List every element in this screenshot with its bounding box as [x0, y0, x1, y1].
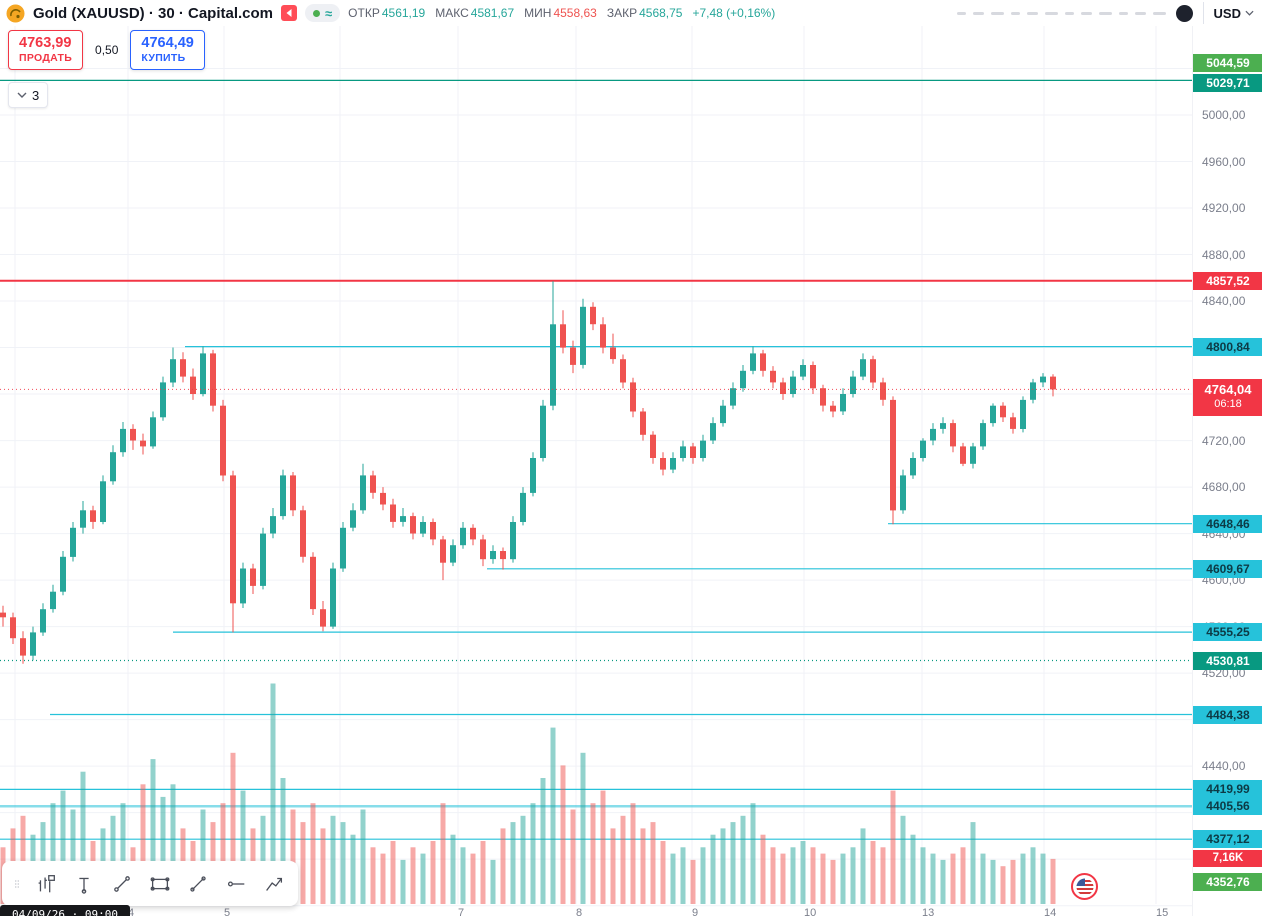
price-tick-label: 4680,00 [1202, 480, 1246, 495]
trade-widget: 4763,99 ПРОДАТЬ 0,50 4764,49 КУПИТЬ [8, 30, 205, 70]
rectangle-tool-icon [150, 876, 170, 891]
price-axis[interactable]: 5000,00 4960,00 4920,00 4880,00 4840,00 4720,… [1192, 0, 1262, 916]
low-value: 4558,63 [553, 6, 597, 20]
ohlc-readout: ОТКР 4561,19 МАКС 4581,67 МИН 4558,63 ЗАКР 4… [348, 6, 775, 20]
market-open-dot-icon [313, 9, 321, 17]
price-level-badge: 4857,52 [1193, 271, 1262, 290]
price-level-badge: 5044,59 [1193, 54, 1262, 73]
currency-selector[interactable]: USD [1202, 2, 1254, 24]
crosshair-datetime-label: 04/09/26 · 09:00 [0, 905, 130, 916]
price-tick-label: 4440,00 [1202, 759, 1246, 774]
drag-dots-icon [15, 879, 19, 888]
open-value: 4561,19 [381, 6, 426, 20]
tool-rectangle[interactable] [142, 866, 178, 902]
spread-value: 0,50 [95, 43, 119, 57]
tool-trend-line[interactable] [104, 866, 140, 902]
horizontal-ray-icon [227, 881, 245, 886]
tool-polyline-arrow[interactable] [256, 866, 292, 902]
tool-horizontal-ray[interactable] [218, 866, 254, 902]
approx-icon: ≈ [325, 5, 333, 21]
current-price-badge: 4764,04 06:18 [1193, 379, 1262, 417]
toolbar-placeholder-icons [956, 11, 1166, 15]
high-label: МАКС [435, 6, 469, 20]
price-level-badge: 4377,12 [1193, 830, 1262, 849]
toolbar-drag-handle[interactable] [8, 866, 26, 902]
price-chart[interactable] [0, 0, 1192, 916]
price-tick-label: 4960,00 [1202, 154, 1246, 169]
price-level-badge: 4419,99 [1193, 780, 1262, 799]
economic-event-flag-marker[interactable] [1071, 873, 1098, 900]
close-value: 4568,75 [639, 6, 683, 20]
bars-pattern-icon [38, 874, 55, 892]
high-value: 4581,67 [470, 6, 515, 20]
polyline-arrow-icon [266, 877, 283, 891]
currency-label: USD [1213, 5, 1241, 21]
indicators-collapse-button[interactable]: 3 [8, 82, 49, 108]
gold-symbol-icon [6, 4, 25, 23]
price-tick-label: 4920,00 [1202, 201, 1246, 215]
symbol-title[interactable]: Gold (XAUUSD) · 30 · Capital.com [33, 4, 274, 22]
volume-badge: 7,16K [1193, 849, 1262, 867]
chevron-down-icon [1245, 10, 1254, 16]
price-tick-label: 4720,00 [1202, 433, 1246, 448]
price-level-badge: 4530,81 [1193, 651, 1262, 670]
collapsed-count: 3 [32, 87, 40, 103]
sell-button[interactable]: 4763,99 ПРОДАТЬ [8, 30, 84, 70]
price-level-badge: 5029,71 [1193, 74, 1262, 93]
price-level-badge: 4405,56 [1193, 797, 1262, 816]
buy-button[interactable]: 4764,49 КУПИТЬ [130, 30, 205, 70]
buy-price: 4764,49 [141, 35, 194, 51]
tool-trend-line-2[interactable] [180, 866, 216, 902]
tool-bars-pattern[interactable] [28, 866, 64, 902]
price-level-badge: 4484,38 [1193, 705, 1262, 724]
price-level-badge: 4609,67 [1193, 559, 1262, 578]
price-range-icon [79, 877, 89, 894]
open-label: ОТКР [348, 6, 380, 20]
low-label: МИН [524, 6, 552, 20]
drawing-toolbar [2, 861, 298, 906]
price-tick-label: 5000,00 [1202, 107, 1246, 122]
account-icon[interactable] [1175, 4, 1193, 22]
tool-price-range[interactable] [66, 866, 102, 902]
change-value: +7,48 (+0,16%) [692, 6, 776, 20]
sell-label: ПРОДАТЬ [19, 52, 73, 64]
close-label: ЗАКР [606, 6, 638, 20]
price-level-badge: 4352,76 [1193, 872, 1262, 891]
price-tick-label: 4520,00 [1202, 666, 1246, 681]
chart-topbar: Gold (XAUUSD) · 30 · Capital.com ≈ ОТКР 4… [0, 0, 1262, 26]
chevron-down-icon [17, 92, 27, 98]
trend-line-icon [114, 875, 130, 892]
market-status-pill: ≈ [305, 4, 341, 22]
price-level-badge: 4800,84 [1193, 337, 1262, 356]
price-tick-label: 4840,00 [1202, 294, 1246, 309]
price-level-badge: 4648,46 [1193, 514, 1262, 533]
price-level-badge: 4555,25 [1193, 623, 1262, 642]
sell-price: 4763,99 [19, 35, 72, 51]
broker-logo-icon[interactable] [281, 5, 298, 21]
buy-label: КУПИТЬ [141, 52, 186, 64]
us-flag-icon [1076, 878, 1093, 895]
trend-line-icon [190, 875, 206, 892]
price-tick-label: 4880,00 [1202, 247, 1246, 262]
